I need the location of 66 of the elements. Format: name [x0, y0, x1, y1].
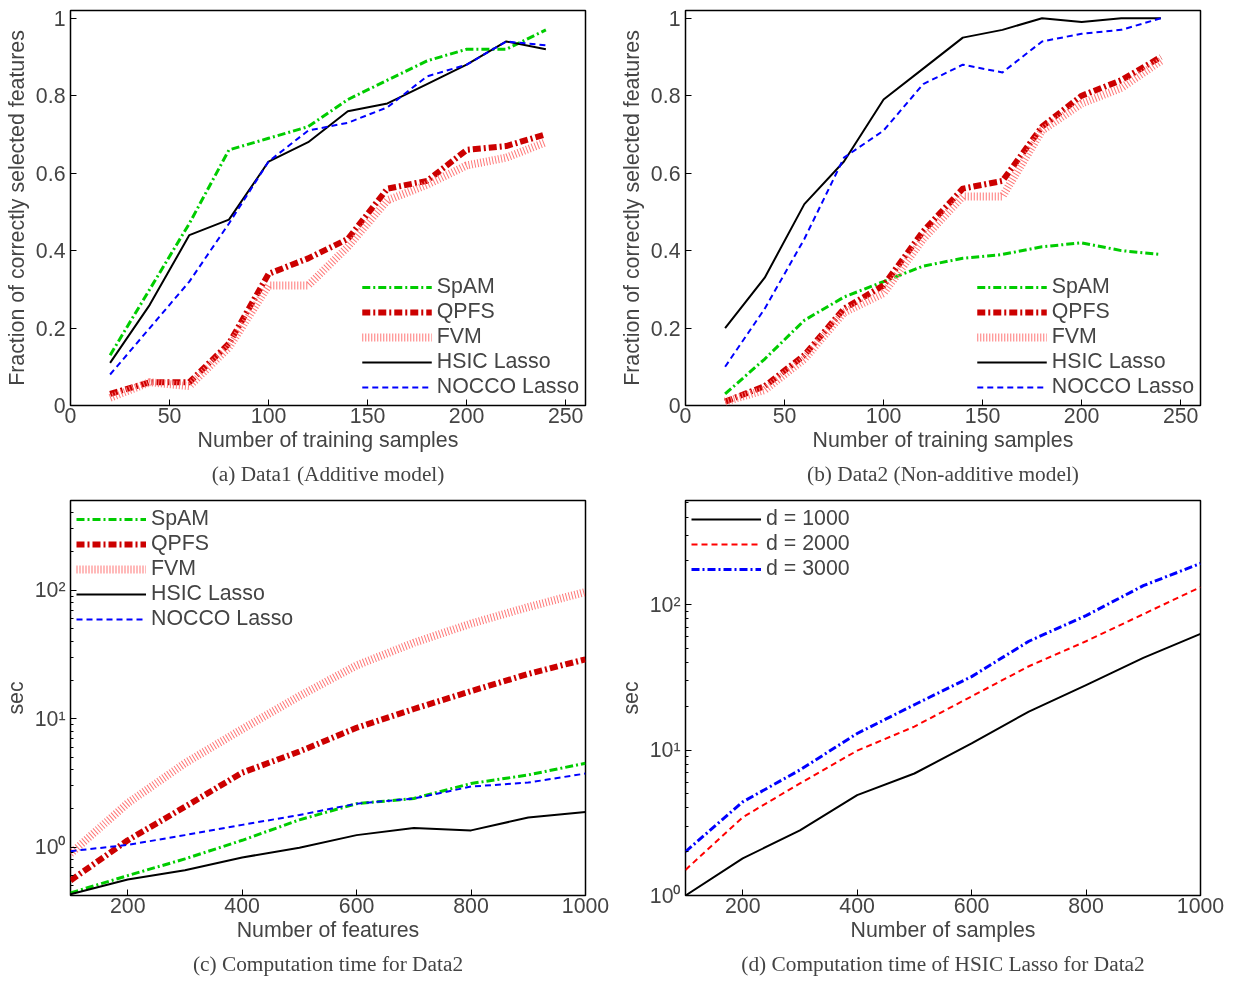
x-tick-label: 800: [453, 893, 489, 918]
x-tick-label: 1000: [561, 893, 610, 918]
y-tick-label: 10⁰: [34, 835, 67, 860]
x-tick-label: 150: [964, 403, 1001, 428]
x-tick-label: 50: [772, 403, 797, 428]
x-tick-label: 100: [865, 403, 902, 428]
y-axis-title: sec: [3, 681, 28, 715]
y-tick-label: 1: [668, 6, 681, 31]
legend-label: QPFS: [1051, 299, 1110, 324]
legend-label: FVM: [436, 324, 482, 349]
legend-label: SpAM: [151, 506, 210, 531]
legend-label: QPFS: [436, 299, 495, 324]
x-tick-label: 200: [1063, 403, 1100, 428]
x-tick-label: 600: [338, 893, 375, 918]
x-tick-label: 150: [349, 403, 386, 428]
text: (d) Computation time of HSIC Lasso for Data2: [741, 951, 1145, 976]
x-tick-label: 400: [839, 893, 876, 918]
y-tick-label: 0.6: [35, 161, 66, 186]
legend-label: SpAM: [436, 274, 495, 299]
legend-label: NOCCO Lasso: [1051, 374, 1194, 399]
x-tick-label: 800: [1068, 893, 1104, 918]
x-tick-label: 600: [953, 893, 990, 918]
legend-label: d = 3000: [766, 556, 850, 581]
y-tick-label: 10¹: [649, 738, 681, 763]
x-tick-label: 50: [157, 403, 182, 428]
y-tick-label: 0.6: [650, 161, 681, 186]
y-tick-label: 10⁰: [649, 883, 682, 908]
y-axis-title: sec: [618, 681, 643, 715]
x-tick-label: 200: [724, 893, 761, 918]
y-tick-label: 10²: [34, 578, 66, 603]
legend-label: HSIC Lasso: [436, 349, 551, 374]
y-tick-label: 0.8: [35, 84, 66, 109]
x-axis-title: Number of features: [236, 917, 420, 942]
y-tick-label: 10¹: [34, 706, 66, 731]
x-tick-label: 200: [448, 403, 485, 428]
text: (a) Data1 (Additive model): [211, 461, 445, 486]
x-tick-label: 200: [109, 893, 146, 918]
x-axis-title: Number of training samples: [812, 427, 1074, 452]
legend-label: d = 1000: [766, 506, 850, 531]
legend-label: HSIC Lasso: [1051, 349, 1166, 374]
x-axis-title: Number of samples: [850, 917, 1036, 942]
y-axis-title: Fraction of correctly selected features: [4, 30, 29, 386]
legend-label: FVM: [1051, 324, 1097, 349]
y-tick-label: 0.8: [650, 84, 681, 109]
legend-label: SpAM: [1051, 274, 1110, 299]
text: (c) Computation time for Data2: [192, 951, 464, 976]
x-tick-label: 400: [224, 893, 261, 918]
y-tick-label: 1: [53, 6, 66, 31]
legend-label: QPFS: [151, 531, 210, 556]
y-tick-label: 0.4: [650, 239, 681, 264]
legend-label: NOCCO Lasso: [151, 606, 294, 631]
legend-label: d = 2000: [766, 531, 850, 556]
x-tick-label: 250: [547, 403, 584, 428]
legend-label: HSIC Lasso: [151, 581, 265, 606]
y-tick-label: 0.2: [650, 316, 681, 341]
text: (b) Data2 (Non-additive model): [807, 461, 1079, 486]
y-tick-label: 10²: [649, 592, 681, 617]
legend-label: NOCCO Lasso: [436, 374, 579, 399]
x-axis-title: Number of training samples: [197, 427, 459, 452]
x-tick-label: 1000: [1176, 893, 1225, 918]
x-tick-label: 100: [250, 403, 287, 428]
y-tick-label: 0.2: [35, 316, 66, 341]
legend-label: FVM: [151, 556, 197, 581]
x-tick-label: 250: [1162, 403, 1199, 428]
y-tick-label: 0.4: [35, 239, 66, 264]
y-axis-title: Fraction of correctly selected features: [619, 30, 644, 386]
